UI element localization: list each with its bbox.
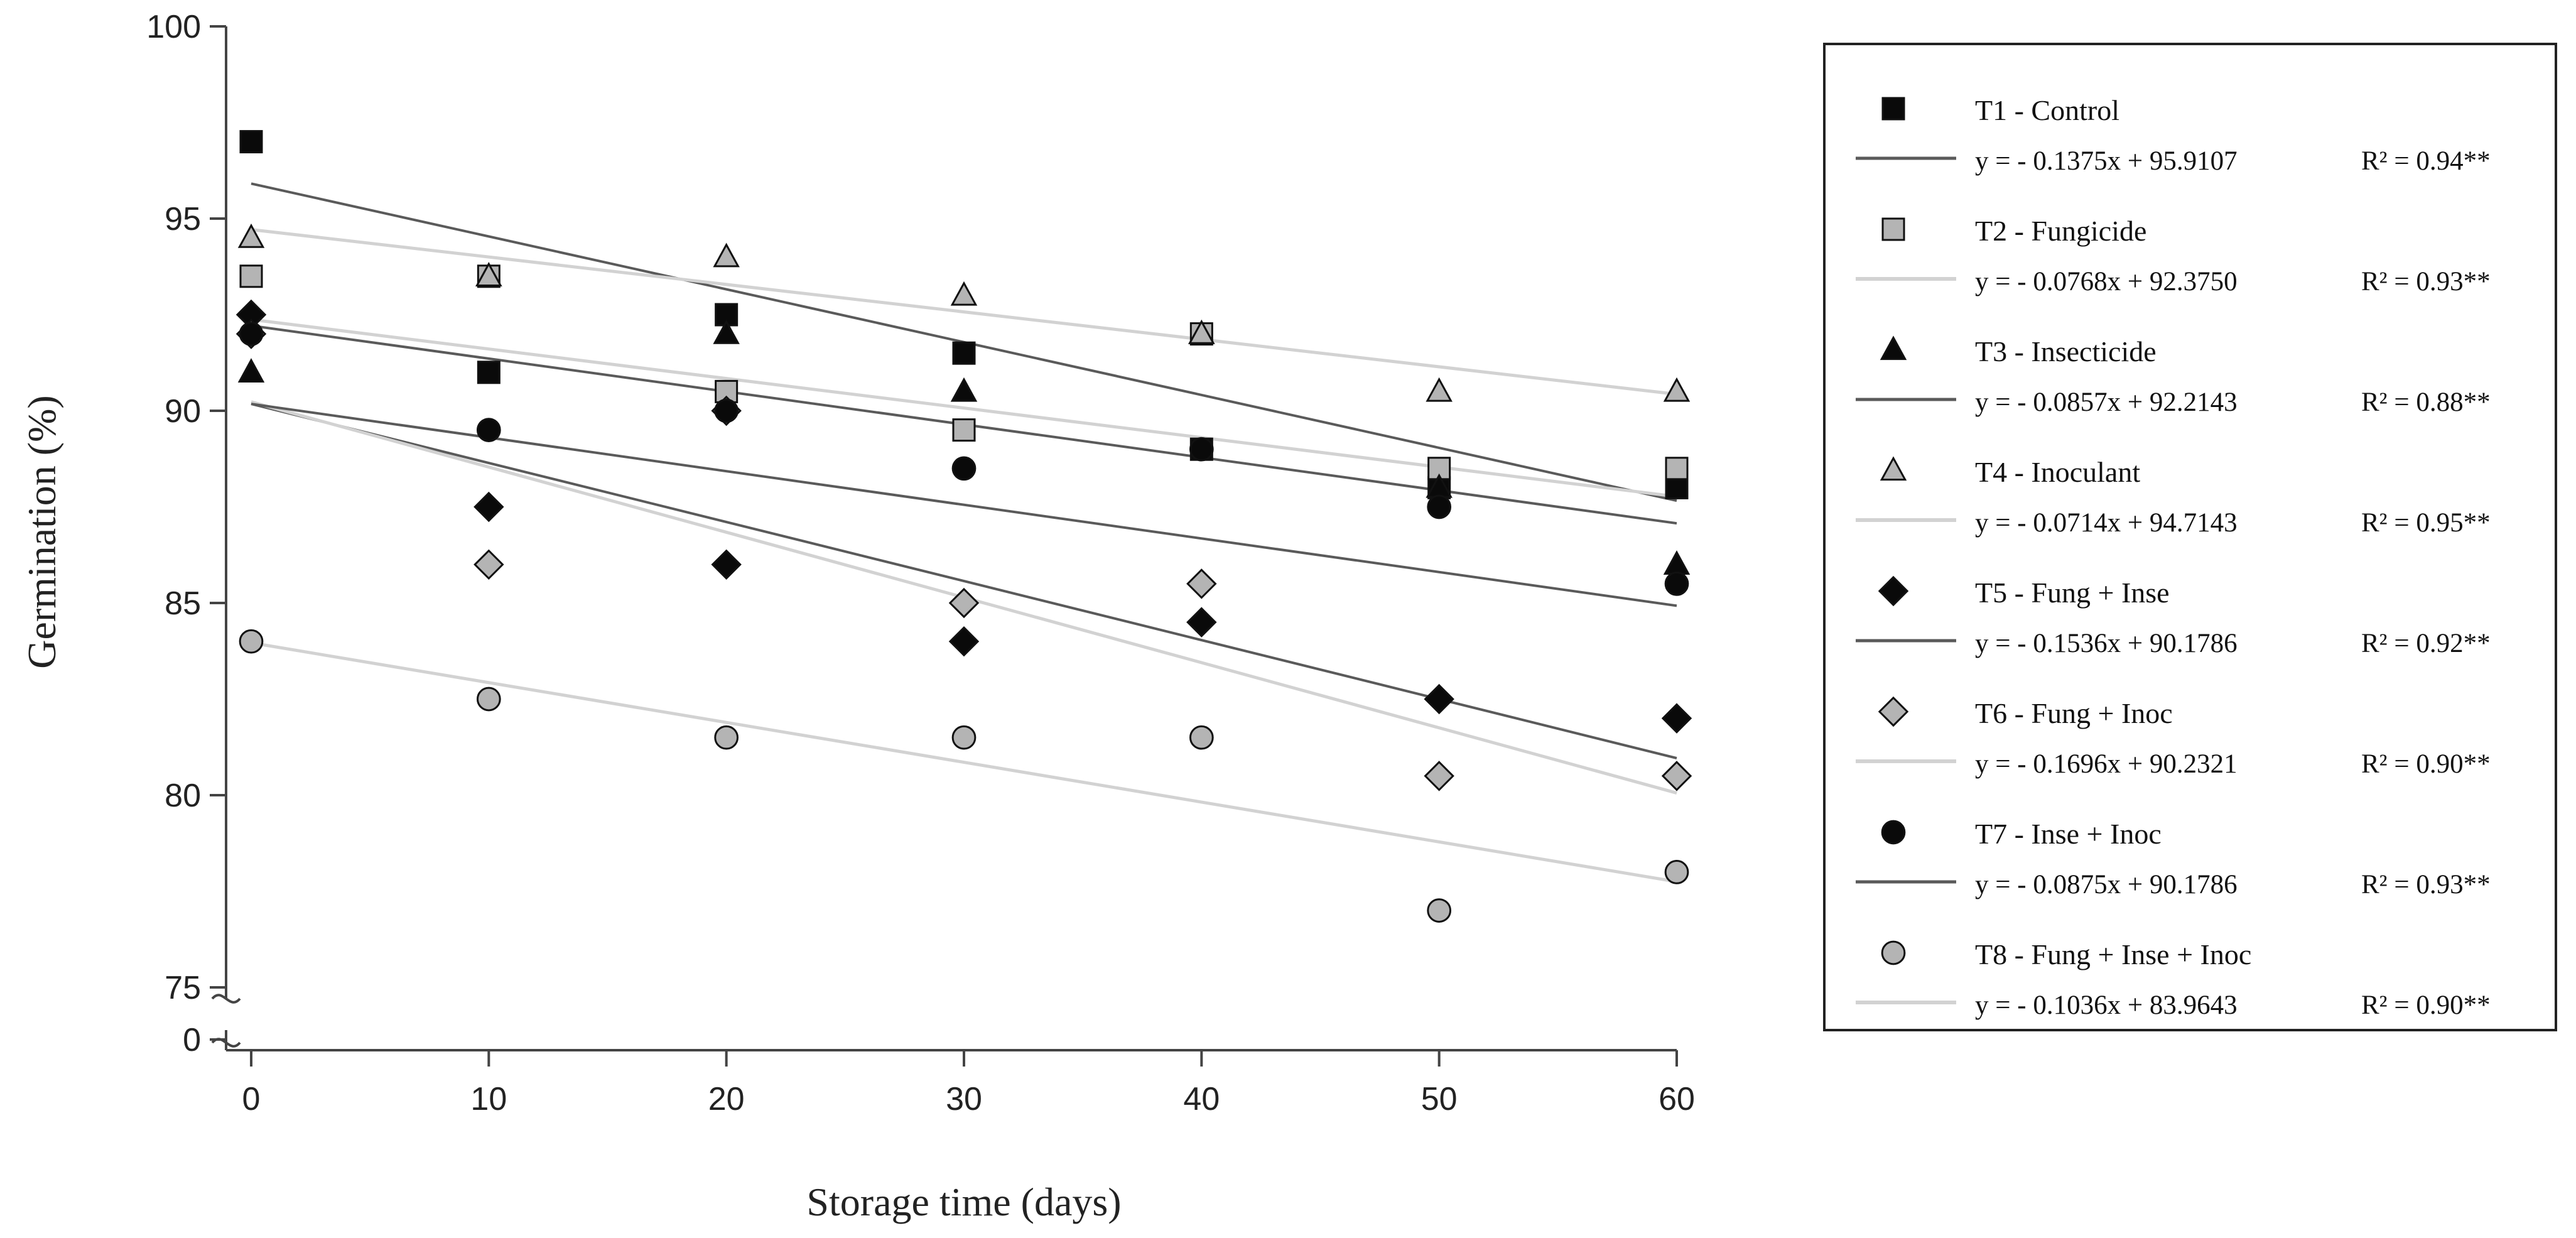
legend-marker-t7 — [1881, 820, 1906, 845]
data-point-t6 — [1424, 761, 1454, 791]
x-tick-label: 50 — [1421, 1081, 1458, 1117]
y-tick-label: 100 — [146, 9, 201, 45]
legend-label-t2: T2 - Fungicide — [1975, 215, 2146, 247]
legend-equation-t6: y = - 0.1696x + 90.2321 — [1975, 749, 2238, 779]
data-point-t1 — [477, 361, 501, 384]
legend-r2-t3: R² = 0.88** — [2361, 388, 2491, 417]
y-tick-label: 75 — [165, 970, 201, 1006]
legend-r2-t7: R² = 0.93** — [2361, 870, 2491, 899]
data-point-t2 — [1665, 457, 1689, 481]
legend-equation-t7: y = - 0.0875x + 90.1786 — [1975, 870, 2238, 899]
legend-marker-t4 — [1880, 456, 1907, 481]
legend-r2-t1: R² = 0.94** — [2361, 146, 2491, 176]
legend-marker-t8 — [1881, 940, 1906, 965]
data-point-t8 — [239, 629, 264, 654]
legend-label-t4: T4 - Inoculant — [1975, 456, 2140, 488]
legend-equation-t5: y = - 0.1536x + 90.1786 — [1975, 629, 2238, 658]
legend-marker-t2 — [1881, 217, 1905, 241]
legend-label-t7: T7 - Inse + Inoc — [1975, 818, 2162, 850]
x-tick-label: 60 — [1659, 1081, 1695, 1117]
data-point-t4 — [713, 242, 740, 268]
data-point-t5 — [948, 626, 980, 657]
data-point-t4 — [237, 223, 265, 248]
legend-label-t1: T1 - Control — [1975, 94, 2119, 126]
data-point-t4 — [950, 281, 978, 306]
legend: T1 - Control y = - 0.1375x + 95.9107 R² = … — [1823, 43, 2557, 1031]
data-point-t3 — [713, 319, 740, 344]
data-point-t5 — [1424, 683, 1454, 715]
legend-equation-t1: y = - 0.1375x + 95.9107 — [1975, 146, 2238, 176]
legend-marker-t5 — [1878, 575, 1909, 607]
y-tick-label: 90 — [165, 393, 201, 430]
data-points — [235, 130, 1692, 923]
data-point-t8 — [951, 725, 977, 750]
legend-equation-t2: y = - 0.0768x + 92.3750 — [1975, 267, 2238, 296]
legend-r2-t5: R² = 0.92** — [2361, 629, 2491, 658]
y-tick-label: 0 — [183, 1022, 201, 1058]
data-point-t5 — [711, 549, 742, 580]
data-point-t7 — [1189, 437, 1214, 462]
legend-box — [1823, 43, 2557, 1031]
x-axis-title: Storage time (days) — [806, 1180, 1121, 1224]
data-point-t4 — [1426, 377, 1453, 402]
regression-line-t4 — [251, 228, 1677, 396]
legend-r2-t2: R² = 0.93** — [2361, 267, 2491, 296]
data-point-t7 — [1664, 572, 1689, 596]
x-tick-label: 20 — [708, 1081, 745, 1117]
x-tick-label: 0 — [242, 1081, 261, 1117]
data-point-t2 — [952, 418, 976, 442]
data-point-t3 — [950, 377, 978, 402]
data-point-t7 — [714, 398, 739, 423]
data-point-t8 — [476, 687, 501, 712]
y-tick-label: 95 — [165, 201, 201, 237]
data-point-t7 — [239, 322, 264, 346]
data-point-t7 — [1427, 494, 1452, 519]
data-point-t1 — [1665, 475, 1689, 499]
data-point-t7 — [951, 456, 977, 481]
data-point-t3 — [237, 358, 265, 383]
data-point-t5 — [1186, 607, 1217, 638]
data-point-t5 — [474, 491, 504, 523]
legend-r2-t8: R² = 0.90** — [2361, 991, 2491, 1020]
plot-axes: 75 80 85 90 95 100 0 0 10 20 30 40 50 60 Storage time … — [19, 9, 1695, 1224]
legend-equation-t8: y = - 0.1036x + 83.9643 — [1975, 991, 2238, 1020]
data-point-t7 — [476, 418, 501, 442]
legend-r2-t6: R² = 0.90** — [2361, 749, 2491, 779]
data-point-t4 — [1663, 377, 1691, 402]
data-point-t1 — [952, 341, 976, 365]
y-axis-break-upper — [211, 994, 241, 1004]
data-point-t6 — [1186, 568, 1217, 599]
data-point-t4 — [475, 262, 502, 286]
legend-label-t8: T8 - Fung + Inse + Inoc — [1975, 938, 2251, 970]
data-point-t6 — [948, 587, 980, 619]
data-point-t1 — [239, 130, 263, 154]
data-point-t6 — [474, 549, 504, 580]
x-tick-label: 10 — [470, 1081, 507, 1117]
data-point-t4 — [1188, 319, 1215, 344]
legend-r2-t4: R² = 0.95** — [2361, 508, 2491, 538]
data-point-t8 — [714, 725, 739, 750]
data-point-t8 — [1189, 725, 1214, 750]
data-point-t8 — [1427, 898, 1452, 923]
legend-label-t6: T6 - Fung + Inoc — [1975, 697, 2173, 729]
legend-label-t3: T3 - Insecticide — [1975, 335, 2157, 367]
y-tick-label: 85 — [165, 585, 201, 622]
data-point-t2 — [239, 264, 263, 288]
legend-marker-t1 — [1881, 97, 1905, 121]
x-tick-label: 40 — [1183, 1081, 1220, 1117]
data-point-t8 — [1664, 860, 1689, 884]
y-tick-label: 80 — [165, 778, 201, 814]
legend-equation-t4: y = - 0.0714x + 94.7143 — [1975, 508, 2238, 538]
data-point-t5 — [1661, 703, 1692, 734]
legend-marker-t6 — [1878, 696, 1909, 727]
legend-equation-t3: y = - 0.0857x + 92.2143 — [1975, 388, 2238, 417]
regression-line-t8 — [251, 641, 1677, 884]
y-axis-title: Germination (%) — [19, 395, 64, 668]
legend-label-t5: T5 - Fung + Inse — [1975, 577, 2170, 609]
data-point-t3 — [1663, 550, 1691, 575]
data-point-t6 — [1661, 761, 1692, 791]
legend-marker-t3 — [1880, 335, 1907, 361]
x-tick-label: 30 — [946, 1081, 982, 1117]
